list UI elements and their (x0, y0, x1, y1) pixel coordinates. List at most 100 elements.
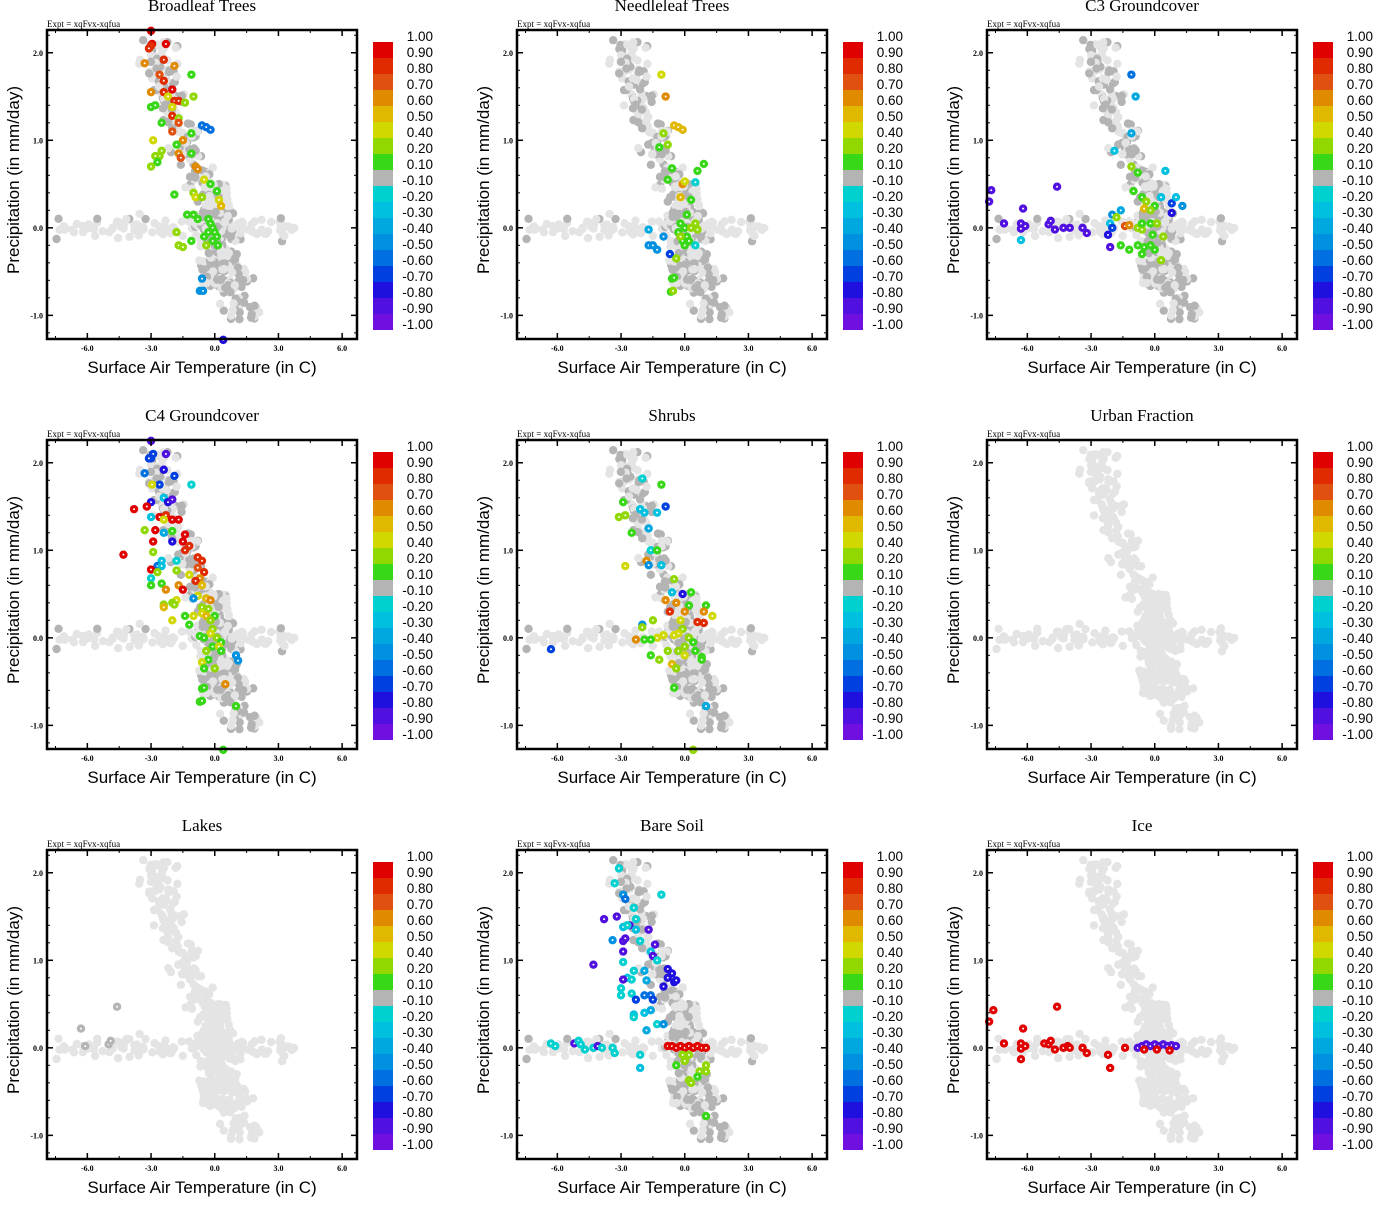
background-point (1087, 58, 1095, 66)
data-point-center (216, 190, 218, 192)
y-tick-label: 1.0 (503, 136, 513, 145)
background-point (1104, 554, 1112, 562)
colorbar-tick-label: 0.50 (400, 519, 433, 535)
background-point (250, 302, 258, 310)
background-point (994, 625, 1002, 633)
data-point-center (679, 196, 681, 198)
colorbar-tick-label: -0.20 (400, 189, 433, 205)
x-tick-label: 0.0 (680, 344, 690, 353)
background-point (698, 634, 706, 642)
colorbar-swatch (373, 138, 393, 154)
background-point (1117, 98, 1125, 106)
data-point-center (650, 639, 652, 641)
data-point-center (201, 700, 203, 702)
background-point (543, 220, 551, 228)
background-point (1224, 632, 1232, 640)
x-tick-label: -3.0 (145, 754, 158, 763)
data-point-center (641, 478, 643, 480)
background-point (1031, 232, 1039, 240)
background-point (710, 298, 718, 306)
data-point-center (212, 646, 214, 648)
data-point-center (701, 659, 703, 661)
data-point-center (679, 619, 681, 621)
data-point-center (218, 199, 220, 201)
background-point (1180, 708, 1188, 716)
colorbar-swatch (373, 708, 393, 724)
data-point-center (148, 457, 150, 459)
background-point (648, 217, 656, 225)
colorbar-swatch (843, 266, 863, 282)
data-point-center (197, 218, 199, 220)
data-point-center (176, 560, 178, 562)
colorbar-tick-label: -0.80 (400, 695, 433, 711)
colorbar-tick-label: -0.90 (1340, 301, 1373, 317)
background-point (595, 643, 603, 651)
data-point-center (1141, 196, 1143, 198)
colorbar-swatch (373, 282, 393, 298)
background-point (114, 234, 122, 242)
colorbar-swatch (843, 452, 863, 468)
x-axis-label: Surface Air Temperature (in C) (47, 768, 357, 788)
background-point (1161, 283, 1169, 291)
y-tick-label: 1.0 (33, 136, 43, 145)
background-point (1112, 72, 1120, 80)
background-point (1075, 231, 1083, 239)
background-point (620, 101, 628, 109)
background-point (1201, 230, 1209, 238)
colorbar-swatch (1313, 154, 1333, 170)
data-point-center (1141, 229, 1143, 231)
data-point-center (635, 639, 637, 641)
colorbar-tick-label: -0.40 (1340, 221, 1373, 237)
background-point (626, 227, 634, 235)
data-point-center (648, 564, 650, 566)
background-point (125, 233, 133, 241)
data-point-center (171, 519, 173, 521)
y-axis-label: Precipitation (in mm/day) (4, 80, 24, 280)
background-point (563, 625, 571, 633)
colorbar-swatch (843, 122, 863, 138)
data-point-center (209, 599, 211, 601)
background-point (1111, 44, 1119, 52)
background-point (635, 66, 643, 74)
background-point (235, 315, 243, 323)
data-point-center (624, 514, 626, 516)
data-point-center (190, 240, 192, 242)
data-point-center (161, 565, 163, 567)
colorbar (373, 452, 393, 740)
background-point (235, 725, 243, 733)
data-point-center (688, 240, 690, 242)
data-point-center (684, 244, 686, 246)
y-tick-label: -1.0 (30, 721, 43, 730)
data-point-center (163, 469, 165, 471)
colorbar-swatch (373, 154, 393, 170)
data-point-center (684, 227, 686, 229)
background-point (540, 638, 548, 646)
background-point (1201, 640, 1209, 648)
data-point-center (1113, 150, 1115, 152)
background-point (647, 98, 655, 106)
data-point-center (665, 96, 667, 98)
background-point (683, 685, 691, 693)
background-point (1139, 623, 1147, 631)
background-point (1142, 172, 1150, 180)
background-point (578, 224, 586, 232)
background-point (1117, 571, 1125, 579)
data-point-center (696, 170, 698, 172)
background-point (139, 36, 147, 44)
data-point-center (209, 632, 211, 634)
colorbar-tick-label: 0.90 (400, 455, 433, 471)
data-point-center (151, 484, 153, 486)
colorbar-tick-label: 0.60 (870, 93, 903, 109)
background-point (691, 693, 699, 701)
data-point-center (201, 196, 203, 198)
colorbar-tick-label: 0.10 (400, 157, 433, 173)
colorbar-swatch (843, 42, 863, 58)
background-point (1033, 625, 1041, 633)
colorbar-tick-label: -0.90 (400, 711, 433, 727)
y-tick-label: 0.0 (33, 224, 43, 233)
data-point-center (656, 512, 658, 514)
background-point (1121, 183, 1129, 191)
background-point (641, 454, 649, 462)
